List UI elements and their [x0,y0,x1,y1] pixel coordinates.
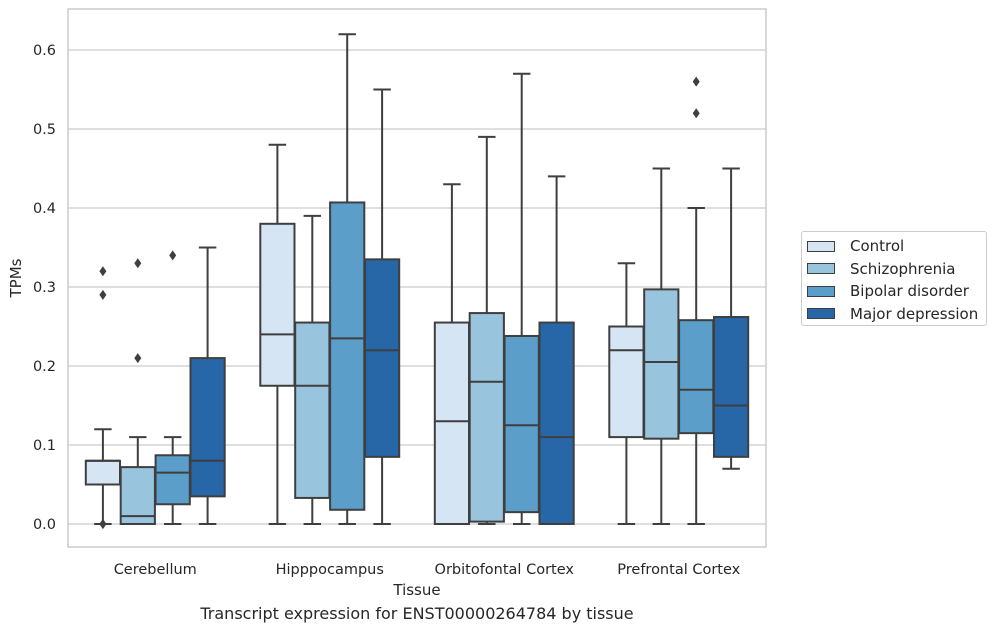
box-3-1 [643,167,680,525]
box-iqr [154,454,191,506]
legend-label: Control [850,237,905,256]
outlier-point [134,258,142,269]
legend-label: Bipolar disorder [850,282,969,301]
box-3-2 [678,76,715,525]
legend-label: Major depression [850,304,979,323]
legend-swatch [807,308,835,320]
x-tick-label: Cerebellum [114,562,197,578]
outlier-point [99,266,107,277]
outlier-point [692,108,700,119]
box-1-1 [294,214,331,525]
box-groups [84,33,750,529]
box-iqr [712,316,750,458]
x-axis-title: Tissue [392,581,440,599]
legend-item: Bipolar disorder [807,280,986,303]
legend-swatch [807,240,835,252]
box-1-0 [259,143,296,525]
x-tick-labels: Cerebellum Hipppocampus Orbitofontal Corte… [114,562,741,578]
y-axis-title: TPMs [7,258,25,298]
box-iqr [643,288,680,440]
box-iqr [678,319,715,435]
figure-caption: Transcript expression for ENST0000026478… [200,604,634,623]
outlier-point [692,76,700,87]
box-iqr [433,321,471,525]
y-tick-label: 0.0 [33,517,56,533]
box-0-0 [84,266,122,529]
box-3-3 [712,167,750,470]
x-tick-label: Prefrontal Cortex [617,562,740,578]
box-2-0 [433,183,471,525]
box-2-1 [468,135,505,525]
legend-item: Major depression [807,303,986,326]
y-tick-label: 0.4 [33,201,56,217]
gridlines [68,49,766,525]
y-tick-label: 0.5 [33,122,56,138]
box-iqr [468,312,505,523]
outlier-point [169,250,177,261]
box-1-2 [329,33,366,525]
box-iqr [119,466,156,525]
box-3-0 [608,262,645,525]
legend: Control Schizophrenia Bipolar disorder Majo… [801,231,987,326]
box-iqr [608,325,645,439]
box-iqr [329,201,366,511]
y-tick-label: 0.1 [33,438,56,454]
x-tick-label: Orbitofontal Cortex [435,562,575,578]
plot-frame [67,8,767,548]
legend-item: Schizophrenia [807,258,986,281]
box-iqr [259,222,296,387]
legend-label: Schizophrenia [850,259,956,278]
box-2-2 [503,72,540,525]
box-iqr [363,258,401,458]
x-tick-label: Hipppocampus [276,562,384,578]
y-tick-label: 0.2 [33,359,56,375]
y-tick-label: 0.6 [33,43,56,59]
legend-item: Control [807,235,986,258]
legend-swatch [807,263,835,275]
outlier-point [99,289,107,300]
box-iqr [294,321,331,499]
legend-swatch [807,285,835,297]
box-0-1 [119,258,156,525]
outlier-point [99,519,107,529]
box-2-3 [538,175,575,525]
y-tick-labels: 0.0 0.1 0.2 0.3 0.4 0.5 0.6 [33,43,56,533]
box-0-3 [189,246,226,525]
outlier-point [134,353,142,364]
box-1-3 [363,88,401,525]
box-iqr [189,357,226,498]
box-iqr [503,334,540,514]
box-0-2 [154,250,191,525]
box-iqr [84,459,122,486]
box-iqr [538,321,575,525]
y-tick-label: 0.3 [33,280,56,296]
